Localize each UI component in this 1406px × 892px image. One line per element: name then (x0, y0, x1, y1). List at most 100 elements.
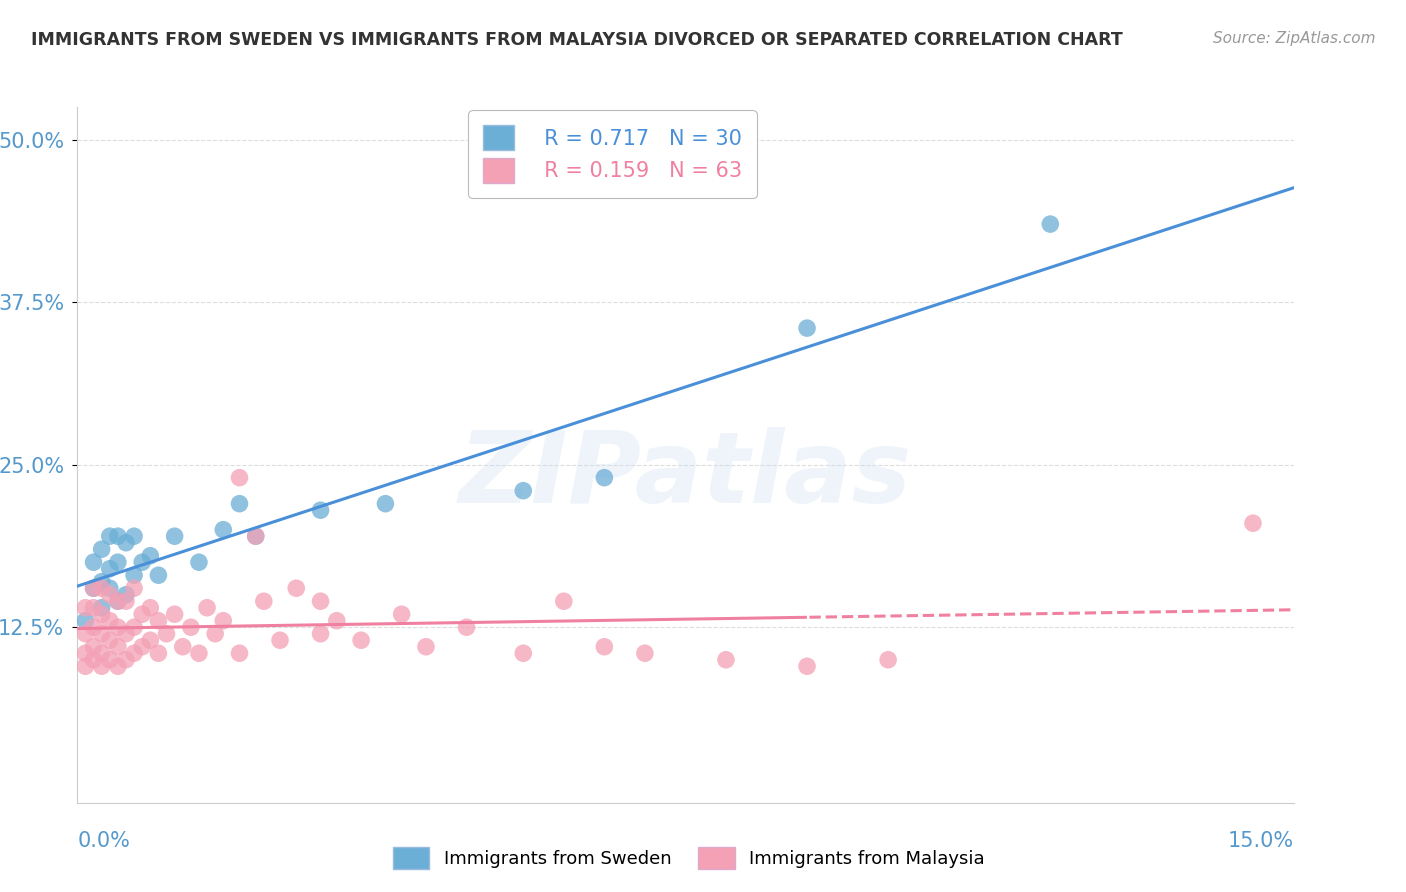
Point (139, 633, 162, 648)
Point (204, 626, 226, 640)
Point (714, 653, 737, 667)
Point (90, 626, 112, 640)
Point (326, 614, 349, 628)
Point (122, 646, 145, 660)
Point (228, 497, 250, 511)
Point (593, 640, 616, 654)
Point (107, 529, 129, 543)
Point (115, 594, 138, 608)
Point (90, 581, 112, 595)
Point (75, 646, 97, 660)
Point (374, 497, 396, 511)
Point (90, 607, 112, 622)
Point (98, 633, 121, 648)
Point (90, 646, 112, 660)
Point (212, 523, 235, 537)
Point (245, 529, 267, 543)
Point (131, 640, 153, 654)
Point (148, 568, 170, 582)
Point (115, 535, 138, 549)
Point (228, 471, 250, 485)
Point (75, 626, 97, 640)
Point (107, 594, 129, 608)
Point (188, 555, 211, 569)
Point (415, 640, 437, 654)
Point (195, 600, 218, 615)
Point (90, 659, 112, 673)
Point (148, 646, 170, 660)
Point (98, 588, 121, 602)
Point (75, 600, 97, 615)
Point (115, 653, 138, 667)
Point (1241, 516, 1264, 531)
Point (877, 653, 900, 667)
Point (148, 614, 170, 628)
Point (188, 646, 211, 660)
Text: Source: ZipAtlas.com: Source: ZipAtlas.com (1212, 31, 1375, 46)
Point (98, 653, 121, 667)
Point (107, 620, 129, 634)
Point (269, 633, 291, 648)
Point (83, 581, 105, 595)
Point (139, 549, 162, 563)
Point (796, 659, 818, 673)
Point (83, 640, 105, 654)
Point (83, 653, 105, 667)
Point (391, 607, 413, 622)
Point (122, 529, 145, 543)
Text: 15.0%: 15.0% (1227, 830, 1294, 851)
Point (593, 471, 616, 485)
Point (83, 620, 105, 634)
Point (796, 321, 818, 335)
Point (115, 626, 138, 640)
Point (83, 600, 105, 615)
Point (634, 646, 657, 660)
Point (107, 640, 129, 654)
Text: 0.0%: 0.0% (77, 830, 131, 851)
Point (122, 568, 145, 582)
Point (107, 659, 129, 673)
Point (309, 626, 332, 640)
Point (309, 594, 332, 608)
Point (163, 529, 186, 543)
Point (115, 588, 138, 602)
Text: ZIPatlas: ZIPatlas (458, 427, 912, 524)
Point (98, 562, 121, 576)
Legend:   R = 0.717   N = 30,   R = 0.159   N = 63: R = 0.717 N = 30, R = 0.159 N = 63 (468, 111, 756, 198)
Point (163, 607, 186, 622)
Point (98, 529, 121, 543)
Point (512, 483, 534, 498)
Point (180, 620, 202, 634)
Point (456, 620, 478, 634)
Point (107, 594, 129, 608)
Point (98, 581, 121, 595)
Legend: Immigrants from Sweden, Immigrants from Malaysia: Immigrants from Sweden, Immigrants from … (387, 839, 991, 876)
Point (309, 503, 332, 517)
Point (1039, 217, 1062, 231)
Point (90, 574, 112, 589)
Point (131, 555, 153, 569)
Point (228, 646, 250, 660)
Point (512, 646, 534, 660)
Point (212, 614, 235, 628)
Point (245, 529, 267, 543)
Point (553, 594, 575, 608)
Point (98, 614, 121, 628)
Point (131, 607, 153, 622)
Point (90, 542, 112, 557)
Point (172, 640, 194, 654)
Point (75, 659, 97, 673)
Point (90, 600, 112, 615)
Point (285, 581, 308, 595)
Text: IMMIGRANTS FROM SWEDEN VS IMMIGRANTS FROM MALAYSIA DIVORCED OR SEPARATED CORRELA: IMMIGRANTS FROM SWEDEN VS IMMIGRANTS FRO… (31, 31, 1122, 49)
Point (75, 614, 97, 628)
Point (155, 626, 177, 640)
Point (83, 581, 105, 595)
Point (253, 594, 276, 608)
Point (122, 620, 145, 634)
Point (139, 600, 162, 615)
Point (122, 581, 145, 595)
Point (350, 633, 373, 648)
Point (107, 555, 129, 569)
Point (83, 555, 105, 569)
